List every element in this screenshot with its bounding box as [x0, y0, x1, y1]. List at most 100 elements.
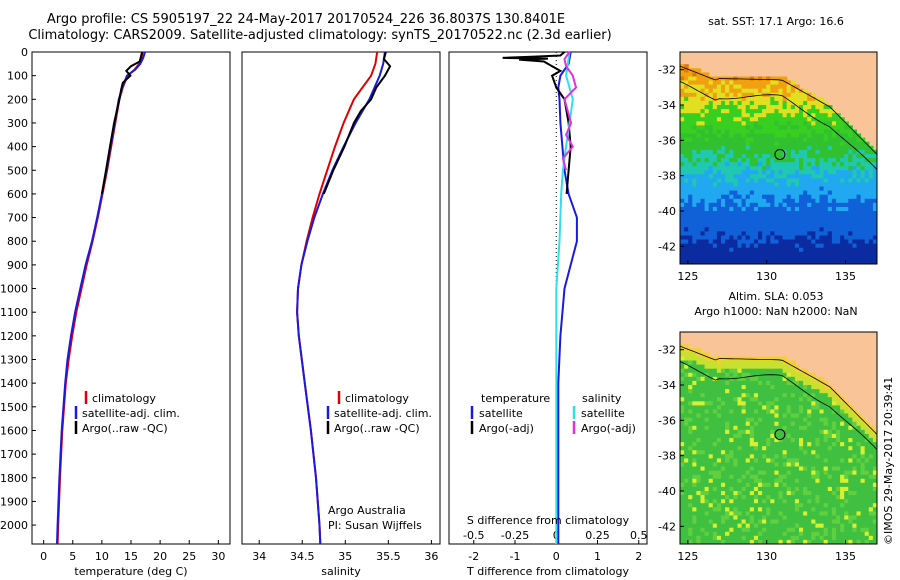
map-cell: [716, 421, 722, 427]
map-cell: [840, 129, 845, 135]
map-cell: [704, 503, 710, 508]
map-cell: [786, 474, 792, 480]
map-cell: [844, 519, 849, 525]
map-cell: [836, 174, 841, 179]
map-cell: [811, 109, 816, 114]
map-cell: [794, 162, 800, 167]
map-cell: [803, 389, 808, 394]
map-cell: [831, 499, 837, 504]
map-cell: [778, 376, 784, 382]
map-cell: [733, 153, 739, 159]
map-cell: [725, 88, 730, 94]
map-cell: [684, 462, 689, 468]
map-cell: [680, 527, 685, 533]
sst-map-title: sat. SST: 17.1 Argo: 16.6: [708, 15, 844, 28]
map-cell: [831, 182, 837, 188]
map-cell: [860, 227, 866, 232]
map-cell: [799, 491, 804, 496]
map-cell: [749, 113, 755, 118]
map-cell: [692, 76, 697, 82]
map-cell: [799, 446, 804, 451]
map-cell: [692, 421, 697, 427]
map-cell: [708, 231, 714, 237]
map-cell: [790, 368, 796, 374]
map-cell: [803, 535, 808, 541]
map-cell: [762, 499, 767, 504]
map-cell: [864, 182, 870, 188]
map-cell: [762, 215, 767, 220]
map-cell: [840, 478, 845, 484]
map-cell: [774, 368, 780, 374]
map-cell: [778, 186, 784, 192]
map-cell: [721, 149, 726, 155]
map-cell: [745, 149, 751, 155]
map-cell: [770, 186, 775, 192]
map-cell: [827, 182, 833, 188]
map-cell: [708, 385, 714, 390]
map-cell: [840, 433, 845, 439]
map-cell: [774, 211, 780, 216]
map-cell: [692, 368, 697, 374]
map-cell: [692, 413, 697, 419]
map-cell: [794, 202, 800, 208]
contour-line: [680, 81, 877, 170]
map-cell: [803, 162, 808, 167]
map-cell: [815, 137, 821, 143]
map-cell: [803, 413, 808, 419]
map-cell: [725, 446, 730, 451]
map-cell: [725, 397, 730, 402]
map-cell: [680, 491, 685, 496]
map-cell: [836, 397, 841, 402]
map-cell: [856, 531, 862, 537]
map-cell: [688, 495, 693, 500]
map-cell: [823, 239, 829, 245]
map-cell: [721, 231, 726, 237]
map-cell: [831, 243, 837, 249]
map-cell: [770, 231, 775, 237]
map-cell: [774, 202, 780, 208]
map-cell: [860, 486, 866, 492]
map-cell: [696, 259, 702, 264]
map-cell: [778, 113, 784, 118]
map-cell: [753, 145, 759, 151]
map-cell: [749, 255, 755, 261]
map-cell: [712, 495, 718, 500]
map-cell: [856, 194, 862, 200]
map-cell: [733, 255, 739, 261]
map-cell: [745, 380, 751, 386]
map-cell: [712, 92, 718, 98]
map-cell: [827, 129, 833, 135]
map-cell: [848, 247, 853, 253]
map-cell: [836, 409, 841, 415]
map-cell: [799, 255, 804, 261]
map-cell: [786, 141, 792, 147]
map-cell: [688, 121, 693, 126]
map-cell: [692, 117, 697, 122]
map-cell: [758, 491, 763, 496]
map-cell: [753, 486, 759, 492]
map-cell: [782, 255, 788, 261]
map-cell: [807, 535, 812, 541]
map-cell: [836, 190, 841, 196]
map-cell: [749, 397, 755, 402]
map-cell: [708, 397, 714, 402]
map-cell: [729, 385, 734, 390]
map-cell: [721, 495, 726, 500]
map-cell: [745, 531, 751, 537]
map-cell: [729, 239, 734, 245]
y-tick-label: -40: [658, 485, 676, 498]
map-cell: [803, 482, 808, 488]
map-cell: [836, 466, 841, 472]
map-cell: [778, 507, 784, 512]
map-cell: [819, 450, 825, 455]
map-cell: [758, 401, 763, 406]
map-cell: [729, 243, 734, 249]
map-cell: [823, 129, 829, 135]
map-cell: [770, 141, 775, 147]
map-cell: [786, 376, 792, 382]
map-cell: [794, 462, 800, 468]
map-cell: [700, 519, 706, 525]
map-cell: [749, 478, 755, 484]
map-cell: [778, 227, 784, 232]
map-cell: [790, 255, 796, 261]
